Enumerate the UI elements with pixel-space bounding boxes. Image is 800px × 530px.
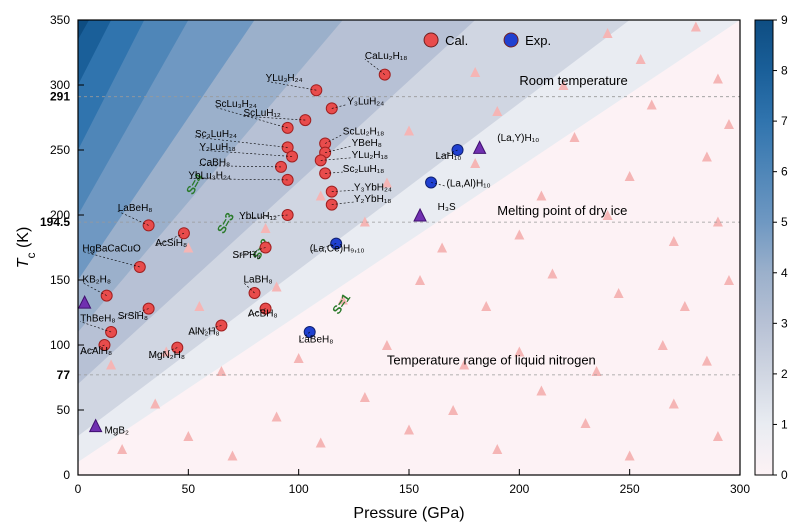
colorbar xyxy=(755,20,773,475)
legend-marker xyxy=(504,33,518,47)
y-tick-label: 150 xyxy=(50,273,70,287)
cal-label: Sc₃LuH₂₄ xyxy=(195,129,237,140)
cal-label: MgN₂H₈ xyxy=(149,350,185,361)
annotation-text: Temperature range of liquid nitrogen xyxy=(387,353,596,368)
annotation-text: Melting point of dry ice xyxy=(497,203,627,218)
y-special-tick: 291 xyxy=(50,90,70,104)
cal-label: AlN₂H₈ xyxy=(188,327,219,338)
cal-label: LaBeH₈ xyxy=(118,203,153,214)
cal-label: CaLu₂H₁₈ xyxy=(365,51,408,62)
colorbar-tick-label: 1 xyxy=(781,417,788,431)
cal-label: YBeH₈ xyxy=(352,138,382,149)
purple-label: H₃S xyxy=(438,202,456,213)
cal-label: Y₃LuH₂₄ xyxy=(347,97,384,108)
cal-label: Sc₂LuH₁₈ xyxy=(343,164,384,175)
colorbar-tick-label: 4 xyxy=(781,266,788,280)
legend-label: Exp. xyxy=(525,33,551,48)
annotation-text: Room temperature xyxy=(519,73,627,88)
chart-container: Room temperature Melting point of dry ice… xyxy=(0,0,800,530)
cal-label: KB₂H₈ xyxy=(82,275,111,286)
cal-label: YbLuH₁₂ xyxy=(239,211,277,222)
y-tick-label: 250 xyxy=(50,143,70,157)
colorbar-tick-label: 7 xyxy=(781,114,788,128)
x-tick-label: 50 xyxy=(182,482,196,496)
cal-label: Y₃YbH₂₄ xyxy=(354,182,392,193)
x-tick-label: 250 xyxy=(620,482,640,496)
cal-label: AcAlH₈ xyxy=(80,346,112,357)
cal-label: AcSiH₈ xyxy=(155,238,187,249)
y-tick-label: 50 xyxy=(57,403,71,417)
exp-label: (La,Ce)H₉,₁₀ xyxy=(310,243,365,254)
y-tick-label: 100 xyxy=(50,338,70,352)
exp-label: LaH₁₀ xyxy=(435,151,461,162)
cal-label: ScLu₃H₂₄ xyxy=(215,99,257,110)
legend-label: Cal. xyxy=(445,33,468,48)
colorbar-tick-label: 9 xyxy=(781,13,788,27)
cal-label: LaBH₈ xyxy=(244,275,273,286)
cal-label: HgBaCaCuO xyxy=(82,243,141,254)
colorbar-tick-label: 2 xyxy=(781,367,788,381)
cal-label: ScLu₂H₁₈ xyxy=(343,126,384,137)
colorbar-tick-label: 8 xyxy=(781,64,788,78)
cal-label: YbLu₃H₂₄ xyxy=(188,171,231,182)
x-tick-label: 300 xyxy=(730,482,750,496)
colorbar-tick-label: 0 xyxy=(781,468,788,482)
colorbar-tick-label: 5 xyxy=(781,215,788,229)
cal-label: SrPH₈ xyxy=(232,250,260,261)
x-tick-label: 0 xyxy=(75,482,82,496)
cal-label: ThBeH₈ xyxy=(80,314,115,325)
x-tick-label: 100 xyxy=(289,482,309,496)
cal-label: CaBH₈ xyxy=(199,158,230,169)
cal-label: Y₂YbH₁₈ xyxy=(354,194,392,205)
x-tick-label: 200 xyxy=(509,482,529,496)
y-special-tick: 194.5 xyxy=(40,215,70,229)
colorbar-tick-label: 6 xyxy=(781,165,788,179)
exp-label: LaBeH₈ xyxy=(299,334,334,345)
y-special-tick: 77 xyxy=(57,368,71,382)
y-tick-label: 0 xyxy=(63,468,70,482)
x-axis-label: Pressure (GPa) xyxy=(353,505,464,522)
cal-label: SrSiH₈ xyxy=(118,311,148,322)
cal-label: YLu₂H₁₈ xyxy=(352,150,388,161)
colorbar-tick-label: 3 xyxy=(781,316,788,330)
y-tick-label: 350 xyxy=(50,13,70,27)
cal-label: AcBH₈ xyxy=(248,308,278,319)
cal-label: YLu₃H₂₄ xyxy=(266,73,303,84)
purple-label: MgB₂ xyxy=(104,425,129,436)
scatter-chart: Room temperature Melting point of dry ice… xyxy=(0,0,800,530)
cal-label: Y₂LuH₁₈ xyxy=(199,142,235,153)
legend-marker xyxy=(424,33,438,47)
x-tick-label: 150 xyxy=(399,482,419,496)
exp-label: (La,Al)H₁₀ xyxy=(447,178,491,189)
y-axis-label: Tc (K) xyxy=(15,227,38,269)
purple-label: (La,Y)H₁₀ xyxy=(497,133,539,144)
